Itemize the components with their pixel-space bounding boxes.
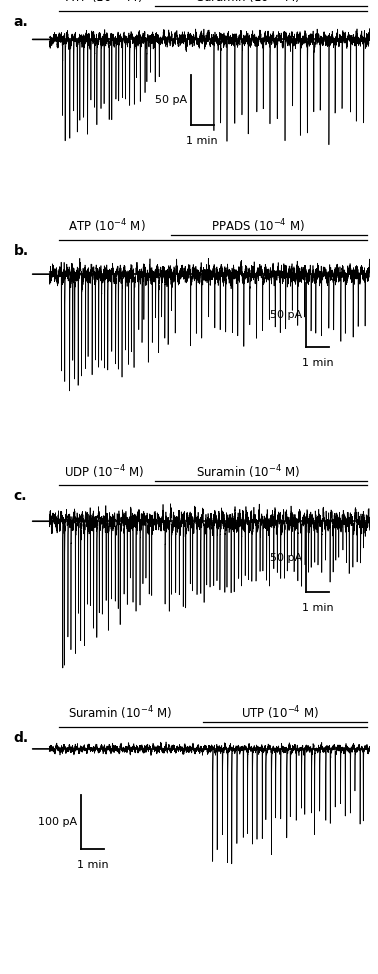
Text: b.: b. bbox=[14, 244, 29, 258]
Text: Suramin (10$^{-4}$ M): Suramin (10$^{-4}$ M) bbox=[68, 704, 172, 723]
Text: 50 pA: 50 pA bbox=[155, 94, 187, 105]
Text: UDP (10$^{-4}$ M): UDP (10$^{-4}$ M) bbox=[64, 463, 144, 480]
Text: Suramin (10$^{-4}$ M): Suramin (10$^{-4}$ M) bbox=[196, 463, 301, 480]
Text: 50 pA: 50 pA bbox=[270, 310, 302, 319]
Text: d.: d. bbox=[14, 730, 29, 745]
Text: 50 pA: 50 pA bbox=[270, 553, 302, 563]
Text: 100 pA: 100 pA bbox=[38, 817, 77, 827]
Text: 1 min: 1 min bbox=[77, 860, 108, 871]
Text: c.: c. bbox=[14, 489, 27, 504]
Text: 1 min: 1 min bbox=[302, 357, 333, 368]
Text: 1 min: 1 min bbox=[186, 135, 218, 146]
Text: a.: a. bbox=[14, 15, 29, 29]
Text: ATP (10$^{-4}$ M): ATP (10$^{-4}$ M) bbox=[68, 217, 146, 235]
Text: PPADS (10$^{-4}$ M): PPADS (10$^{-4}$ M) bbox=[211, 217, 305, 235]
Text: ATP (10$^{-4}$ M): ATP (10$^{-4}$ M) bbox=[65, 0, 143, 7]
Text: 1 min: 1 min bbox=[302, 603, 333, 614]
Text: Suramin (10$^{-4}$ M): Suramin (10$^{-4}$ M) bbox=[196, 0, 301, 7]
Text: UTP (10$^{-4}$ M): UTP (10$^{-4}$ M) bbox=[242, 704, 319, 723]
